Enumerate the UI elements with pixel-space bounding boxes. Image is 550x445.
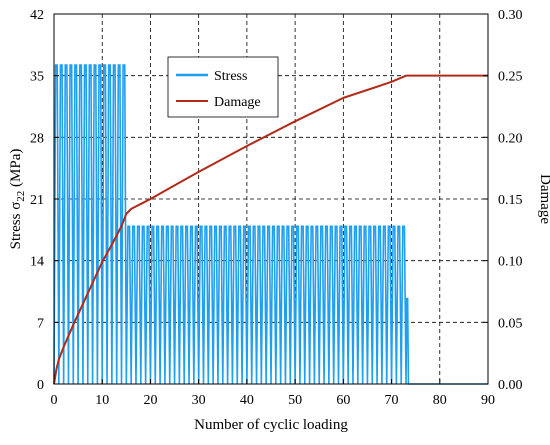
left-tick-label: 42 — [30, 8, 44, 23]
damage-series-layer — [53, 74, 488, 385]
damage-line — [53, 74, 488, 385]
stress-line — [53, 64, 488, 385]
left-tick-label: 0 — [37, 378, 44, 393]
x-tick-label: 0 — [51, 393, 58, 408]
legend: Stress Damage — [167, 56, 279, 118]
x-tick-label: 10 — [95, 393, 109, 408]
right-tick-label: 0.15 — [498, 193, 523, 208]
x-tick-label: 30 — [192, 393, 206, 408]
left-tick-label: 35 — [30, 70, 44, 85]
legend-box — [167, 56, 279, 118]
left-tick-label: 7 — [37, 316, 44, 331]
right-tick-label: 0.25 — [498, 70, 523, 85]
x-tick-label: 90 — [481, 393, 495, 408]
left-axis-label-suffix: (MPa) — [8, 149, 24, 191]
left-axis-label: Stress σ22 (MPa) — [8, 149, 27, 250]
right-tick-label: 0.05 — [498, 316, 523, 331]
left-axis-label-prefix: Stress σ — [8, 202, 24, 250]
left-axis-tick-labels: 0 7 14 21 28 35 42 — [30, 8, 44, 393]
x-tick-label: 70 — [385, 393, 399, 408]
legend-label-damage: Damage — [214, 95, 261, 110]
x-axis-tick-labels: 0 10 20 30 40 50 60 70 80 90 — [51, 393, 496, 408]
left-axis-label-subscript: 22 — [15, 191, 27, 202]
x-axis-label: Number of cyclic loading — [194, 417, 348, 433]
left-tick-label: 21 — [30, 193, 44, 208]
legend-label-stress: Stress — [214, 69, 247, 84]
right-axis-label: Damage — [537, 174, 550, 224]
right-tick-label: 0.30 — [498, 8, 523, 23]
x-tick-label: 50 — [288, 393, 302, 408]
right-axis-tick-labels: 0.00 0.05 0.10 0.15 0.20 0.25 0.30 — [498, 8, 523, 393]
stress-series-layer — [53, 64, 488, 385]
axis-ticks — [53, 13, 489, 385]
right-tick-label: 0.20 — [498, 131, 523, 146]
right-tick-label: 0.00 — [498, 378, 523, 393]
right-tick-label: 0.10 — [498, 255, 523, 270]
x-tick-label: 40 — [240, 393, 254, 408]
x-tick-label: 20 — [143, 393, 157, 408]
left-tick-label: 14 — [30, 255, 44, 270]
x-tick-label: 60 — [336, 393, 350, 408]
x-tick-label: 80 — [433, 393, 447, 408]
left-tick-label: 28 — [30, 131, 44, 146]
